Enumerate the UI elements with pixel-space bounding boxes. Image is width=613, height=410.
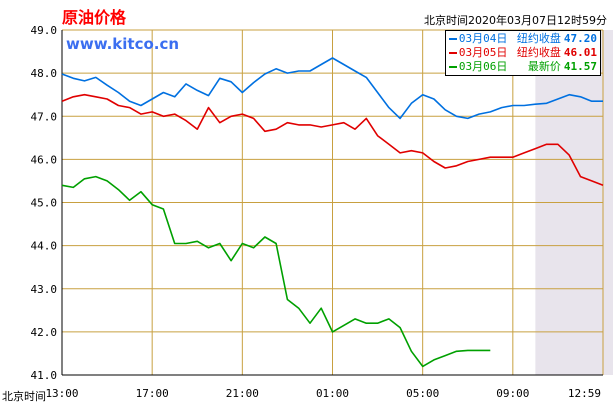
y-tick-label: 41.0 xyxy=(31,369,58,382)
brand-link[interactable]: www.kitco.cn xyxy=(66,35,180,53)
y-tick-label: 43.0 xyxy=(31,283,58,296)
y-tick-label: 42.0 xyxy=(31,326,58,339)
x-tick-label: 01:00 xyxy=(316,387,349,400)
y-tick-label: 45.0 xyxy=(31,197,58,210)
y-tick-label: 48.0 xyxy=(31,67,58,80)
legend-swatch xyxy=(449,52,457,54)
legend-label: 最新价 xyxy=(527,60,561,73)
legend-item: 03月04日 纽约收盘 47.20 xyxy=(449,32,597,46)
legend-value: 41.57 xyxy=(563,60,597,73)
legend-value: 46.01 xyxy=(563,46,597,59)
y-tick-label: 44.0 xyxy=(31,240,58,253)
x-tick-label: 17:00 xyxy=(136,387,169,400)
legend-item: 03月05日 纽约收盘 46.01 xyxy=(449,46,597,60)
legend-label: 纽约收盘 xyxy=(516,46,561,59)
x-tick-label: 12:59 xyxy=(568,387,601,400)
legend-date: 03月04日 xyxy=(458,32,508,45)
x-axis-label: 北京时间 xyxy=(2,390,46,403)
legend-label: 纽约收盘 xyxy=(516,32,561,45)
series-line-2 xyxy=(61,93,604,187)
chart-grid xyxy=(61,29,613,376)
y-tick-label: 49.0 xyxy=(31,24,58,37)
series-line-1 xyxy=(61,57,603,120)
chart-series xyxy=(61,57,604,368)
timestamp: 北京时间2020年03月07日12时59分 xyxy=(424,14,607,27)
legend-swatch xyxy=(449,66,457,68)
y-tick-label: 46.0 xyxy=(31,153,58,166)
legend-swatch xyxy=(449,38,457,40)
y-tick-label: 47.0 xyxy=(31,110,58,123)
x-tick-label: 09:00 xyxy=(496,387,529,400)
legend-item: 03月06日 最新价 41.57 xyxy=(449,60,597,74)
chart-legend: 03月04日 纽约收盘 47.20 03月05日 纽约收盘 46.01 03月0… xyxy=(445,30,601,76)
legend-date: 03月06日 xyxy=(458,60,508,73)
x-tick-label: 05:00 xyxy=(406,387,439,400)
x-tick-label: 21:00 xyxy=(226,387,259,400)
legend-date: 03月05日 xyxy=(458,46,508,59)
chart-title: 原油价格 xyxy=(62,8,127,27)
legend-value: 47.20 xyxy=(563,32,597,45)
chart-axes xyxy=(61,30,603,376)
chart-ticks: 41.0 42.0 43.0 44.0 45.0 46.0 47.0 48.0 49.0 13:0… xyxy=(31,24,602,400)
series-line-3 xyxy=(61,175,491,368)
x-tick-label: 13:00 xyxy=(45,387,78,400)
